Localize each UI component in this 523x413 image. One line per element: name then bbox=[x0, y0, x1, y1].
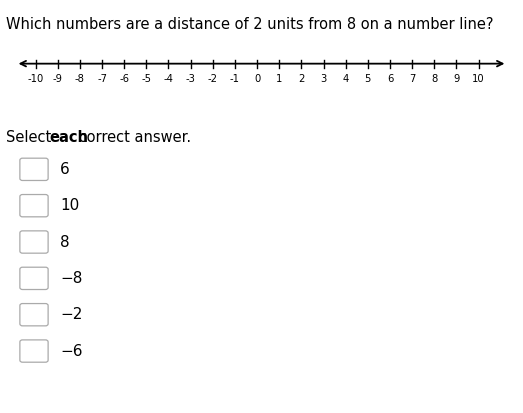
Text: 7: 7 bbox=[409, 74, 415, 84]
Text: −2: −2 bbox=[60, 307, 83, 322]
Text: -1: -1 bbox=[230, 74, 240, 84]
Text: 8: 8 bbox=[431, 74, 437, 84]
Text: Select: Select bbox=[6, 130, 56, 145]
Text: 2: 2 bbox=[298, 74, 304, 84]
Text: -5: -5 bbox=[141, 74, 151, 84]
Text: 8: 8 bbox=[60, 235, 70, 249]
Text: 6: 6 bbox=[60, 162, 70, 177]
Text: −8: −8 bbox=[60, 271, 83, 286]
Text: -7: -7 bbox=[97, 74, 107, 84]
Text: 6: 6 bbox=[386, 74, 393, 84]
Text: each: each bbox=[50, 130, 88, 145]
Text: 10: 10 bbox=[60, 198, 79, 213]
Text: −6: −6 bbox=[60, 344, 83, 358]
Text: 10: 10 bbox=[472, 74, 485, 84]
Text: 4: 4 bbox=[343, 74, 349, 84]
Text: -3: -3 bbox=[186, 74, 196, 84]
Text: Which numbers are a distance of 2 units from 8 on a number line?: Which numbers are a distance of 2 units … bbox=[6, 17, 494, 32]
Text: 3: 3 bbox=[321, 74, 327, 84]
Text: -4: -4 bbox=[164, 74, 174, 84]
Text: 0: 0 bbox=[254, 74, 260, 84]
Text: 1: 1 bbox=[276, 74, 282, 84]
Text: -2: -2 bbox=[208, 74, 218, 84]
Text: correct answer.: correct answer. bbox=[74, 130, 191, 145]
Text: 5: 5 bbox=[365, 74, 371, 84]
Text: -8: -8 bbox=[75, 74, 85, 84]
Text: -10: -10 bbox=[28, 74, 44, 84]
Text: 9: 9 bbox=[453, 74, 460, 84]
Text: -6: -6 bbox=[119, 74, 129, 84]
Text: -9: -9 bbox=[53, 74, 63, 84]
